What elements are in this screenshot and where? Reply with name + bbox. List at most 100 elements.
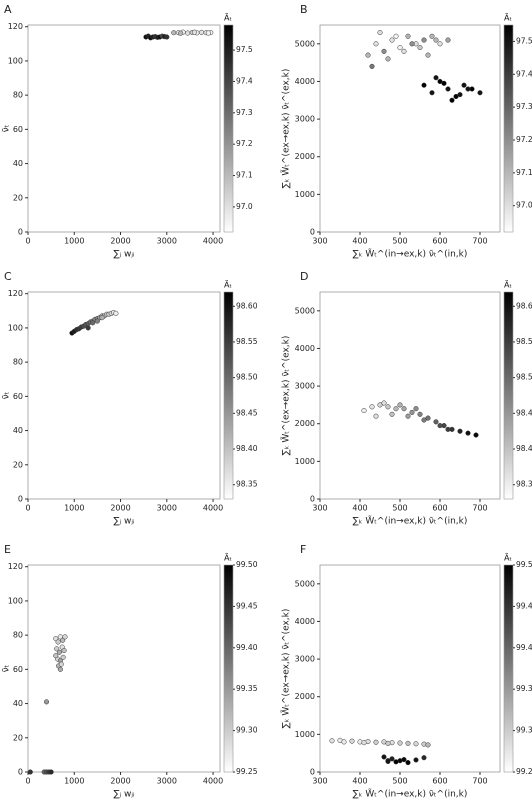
colorbar-tick-label: 98.45 [516, 408, 532, 417]
colorbar-tick-label: 99.25 [516, 767, 532, 776]
panel-letter: D [300, 270, 308, 283]
point [60, 637, 66, 643]
y-tick-label: 80 [13, 91, 23, 100]
point [198, 29, 205, 35]
x-axis-label: ∑ₖ W̃ₜ^(in→ex,k) ν̄ₜ^(in,k) [353, 788, 468, 800]
point [457, 428, 463, 434]
colorbar [223, 24, 234, 233]
point [53, 636, 59, 642]
point [373, 413, 379, 419]
y-axis-label: ∑ₖ W̃ₜ^(ex→ex,k) ν̄ₜ^(ex,k) [280, 69, 292, 189]
y-tick-label: 120 [8, 22, 23, 31]
colorbar-tick-label: 99.30 [516, 726, 532, 735]
y-tick-label: 0 [310, 495, 315, 504]
colorbar-tick-label: 98.40 [516, 444, 532, 453]
point [465, 86, 471, 92]
x-tick-label: 3000 [157, 777, 177, 786]
y-tick-label: 40 [13, 699, 23, 708]
plot-area [319, 24, 501, 233]
panel: A 0 1000 2000 3000 4000 0 20 40 60 80 100 120 ∑ⱼ wⱼᵢ ν… [2, 3, 253, 260]
y-tick-label: 4000 [295, 617, 315, 626]
x-tick-label: 0 [25, 237, 30, 246]
point [461, 82, 467, 88]
point [171, 30, 177, 36]
point [205, 30, 211, 36]
colorbar-tick-label: 98.55 [236, 337, 258, 346]
y-tick-label: 80 [13, 358, 23, 367]
colorbar [503, 291, 514, 500]
colorbar-tick-label: 97.0 [236, 202, 253, 211]
x-tick-label: 4000 [203, 237, 223, 246]
x-tick-label: 600 [432, 504, 447, 513]
x-axis-label: ∑ⱼ wⱼᵢ [113, 250, 134, 260]
y-tick-label: 5000 [295, 579, 315, 588]
x-tick-label: 1000 [64, 777, 84, 786]
y-tick-label: 3000 [295, 115, 315, 124]
point [433, 419, 439, 425]
point [85, 325, 91, 331]
colorbar [503, 564, 514, 773]
colorbar [223, 291, 234, 500]
colorbar-tick-label: 99.35 [236, 684, 258, 693]
point [473, 432, 479, 438]
colorbar-tick-label: 97.0 [516, 201, 532, 210]
colorbar-tick-label: 97.5 [516, 36, 532, 45]
point [55, 639, 61, 645]
point [58, 661, 64, 667]
y-tick-label: 5000 [295, 306, 315, 315]
point [421, 37, 427, 43]
x-tick-label: 600 [432, 237, 447, 246]
point [401, 48, 407, 54]
y-tick-label: 1000 [295, 190, 315, 199]
point [381, 48, 387, 54]
panel: C 0 1000 2000 3000 4000 0 20 40 60 80 100 120 ∑ⱼ wⱼᵢ ν… [2, 270, 258, 527]
y-tick-label: 1000 [295, 457, 315, 466]
plot-area [27, 291, 221, 500]
point [465, 430, 471, 436]
plot-area [27, 24, 221, 233]
x-tick-label: 2000 [110, 504, 130, 513]
point [421, 755, 427, 761]
colorbar-tick-label: 97.1 [236, 171, 253, 180]
point [421, 417, 427, 423]
y-axis-label: ∑ₖ W̃ₜ^(ex→ex,k) ν̄ₜ^(ex,k) [280, 609, 292, 729]
colorbar-tick-label: 97.2 [236, 139, 253, 148]
point [385, 56, 391, 62]
point [361, 740, 367, 746]
point [90, 320, 96, 326]
point [413, 741, 419, 747]
point [178, 30, 184, 36]
y-tick-label: 0 [18, 228, 23, 237]
point [369, 63, 375, 69]
x-tick-label: 500 [392, 777, 407, 786]
point [185, 30, 191, 36]
x-tick-label: 700 [472, 237, 487, 246]
panel-letter: A [4, 3, 12, 16]
point [389, 37, 395, 43]
panel: E 0 1000 2000 3000 4000 0 20 40 60 80 100 120 ∑ⱼ wⱼᵢ ν… [2, 543, 258, 800]
colorbar-tick-label: 98.45 [236, 408, 258, 417]
point [421, 82, 427, 88]
panel: F 300 400 500 600 700 0 1000 2000 3000 4000 5000 ∑ₖ … [280, 543, 532, 800]
x-tick-label: 700 [472, 504, 487, 513]
point [441, 80, 447, 86]
point [417, 45, 423, 51]
point [62, 634, 68, 640]
point [43, 699, 50, 705]
colorbar-tick-label: 97.3 [516, 102, 532, 111]
point [437, 423, 443, 429]
x-axis-label: ∑ₖ W̃ₜ^(in→ex,k) ν̄ₜ^(in,k) [353, 515, 468, 527]
y-tick-label: 40 [13, 426, 23, 435]
y-tick-label: 120 [8, 289, 23, 298]
panel-letter: C [4, 270, 12, 283]
point [449, 97, 455, 103]
point [429, 33, 435, 39]
point [164, 34, 170, 40]
point [53, 653, 59, 659]
point [60, 654, 66, 660]
y-tick-label: 1000 [295, 730, 315, 739]
colorbar [503, 24, 514, 233]
panel-letter: E [4, 543, 11, 556]
colorbar-label: Ãₜ [504, 280, 512, 290]
x-tick-label: 300 [312, 777, 327, 786]
